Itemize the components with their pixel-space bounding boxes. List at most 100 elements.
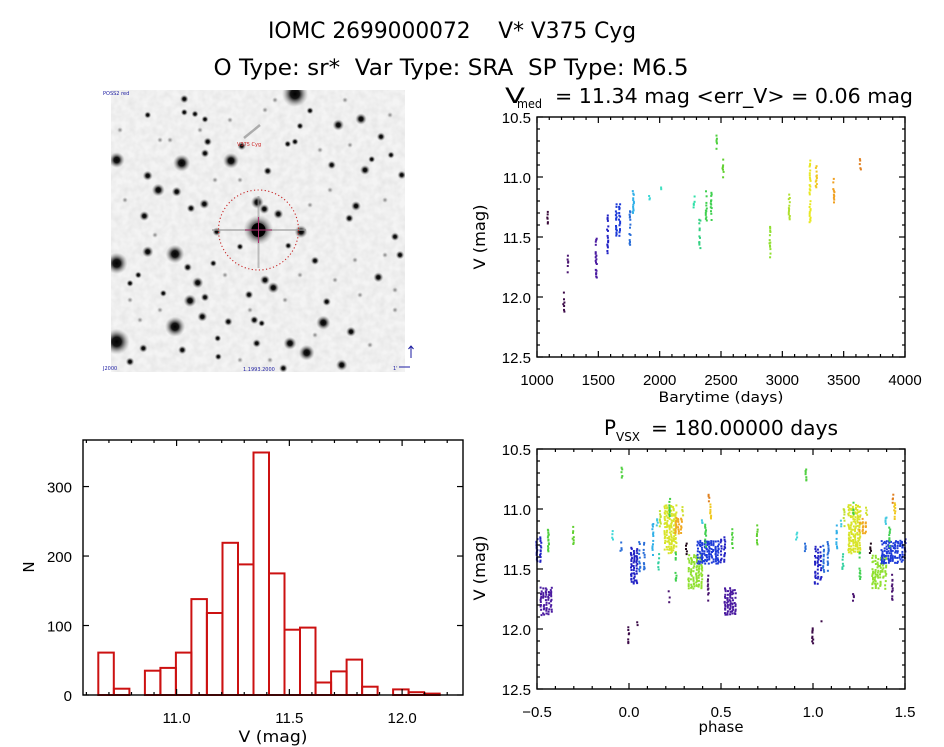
phase-point (876, 571, 879, 574)
phase-point (666, 523, 669, 526)
lightcurve-point (632, 199, 635, 202)
phase-point (879, 583, 882, 586)
star (139, 210, 150, 222)
phase-point (705, 555, 708, 558)
lightcurve-point (787, 213, 790, 216)
phase-point (827, 562, 830, 565)
phase-point (728, 599, 731, 602)
phase-point (674, 540, 677, 543)
lightcurve-point (808, 188, 811, 191)
phase-point (700, 580, 703, 583)
lightcurve-point (809, 209, 812, 212)
lightcurve-point (628, 242, 631, 245)
lightcurve-title-symbol: V (505, 84, 526, 108)
phase-point (700, 519, 703, 522)
phase-point (871, 554, 874, 557)
phase-point (670, 533, 673, 536)
phase-point (674, 528, 677, 531)
phase-point (729, 587, 732, 590)
lightcurve-point (710, 200, 712, 203)
lightcurve-point (628, 239, 631, 242)
phase-point (848, 534, 851, 537)
phase-point (734, 603, 737, 606)
phase-point (670, 522, 673, 525)
phase-point (690, 569, 693, 572)
phase-point (859, 515, 861, 518)
lightcurve-point (563, 305, 566, 307)
phase-point (812, 642, 815, 645)
lightcurve-point (809, 208, 812, 211)
phase-point (816, 557, 819, 559)
phase-point (731, 603, 734, 606)
lightcurve-point (546, 217, 549, 220)
phase-point (712, 549, 715, 551)
lightcurve-point (692, 206, 695, 209)
phase-point (726, 597, 729, 600)
phase-point (710, 561, 713, 564)
phase-point (692, 566, 695, 569)
phase-point (703, 550, 706, 553)
phase-point (848, 511, 851, 514)
star (111, 328, 130, 355)
lightcurve-point (618, 234, 621, 237)
phase-point (706, 585, 709, 588)
phase-point (704, 540, 706, 543)
lightcurve-point (788, 216, 791, 219)
phase-point (638, 543, 641, 545)
faint-star (212, 177, 218, 183)
phase-point (658, 557, 661, 560)
phase-point (701, 574, 704, 576)
phase-point (720, 553, 723, 556)
phase-point (857, 516, 860, 519)
lightcurve-point (619, 220, 622, 223)
lightcurve-point (705, 216, 708, 219)
star (249, 315, 259, 325)
star (252, 338, 262, 348)
phase-point (672, 513, 675, 516)
phase-point (874, 563, 877, 565)
phase-point (719, 561, 722, 564)
phase-point (687, 583, 690, 586)
phase-point (819, 554, 822, 557)
phase-point (539, 605, 542, 608)
phase-point (539, 536, 542, 539)
phase-point (729, 593, 732, 596)
phase-point (714, 558, 717, 561)
phase-point (881, 550, 884, 553)
phase-point (880, 562, 883, 565)
phase-point (855, 504, 857, 506)
x-tick-label: 2500 (704, 372, 737, 389)
phase-point (756, 543, 759, 546)
phase-point (843, 513, 846, 516)
phase-point (710, 553, 712, 556)
phase-point (708, 550, 711, 553)
phase-point (899, 545, 902, 547)
phase-point (698, 557, 701, 560)
phase-point (891, 545, 894, 548)
phase-point (539, 554, 542, 556)
phase-point (734, 596, 737, 599)
phase-point (630, 575, 633, 577)
phase-point (850, 545, 853, 548)
phase-point (670, 530, 673, 533)
phase-point (826, 553, 829, 556)
star (376, 132, 386, 142)
phase-point (663, 515, 666, 518)
lightcurve-point (563, 301, 566, 304)
phase-point (540, 614, 543, 617)
lightcurve-point (629, 211, 632, 214)
phase-point (814, 575, 817, 578)
lightcurve-point (619, 229, 621, 232)
phase-point (704, 562, 707, 565)
phase-point (544, 587, 547, 590)
phase-point (664, 526, 667, 529)
phase-point (731, 606, 734, 609)
lightcurve-point (698, 227, 701, 230)
phase-point (819, 556, 822, 559)
faint-star (227, 117, 233, 123)
phase-point (679, 528, 682, 531)
phase-point (674, 579, 677, 582)
histogram-bar (268, 572, 286, 697)
lightcurve-point (563, 308, 565, 311)
